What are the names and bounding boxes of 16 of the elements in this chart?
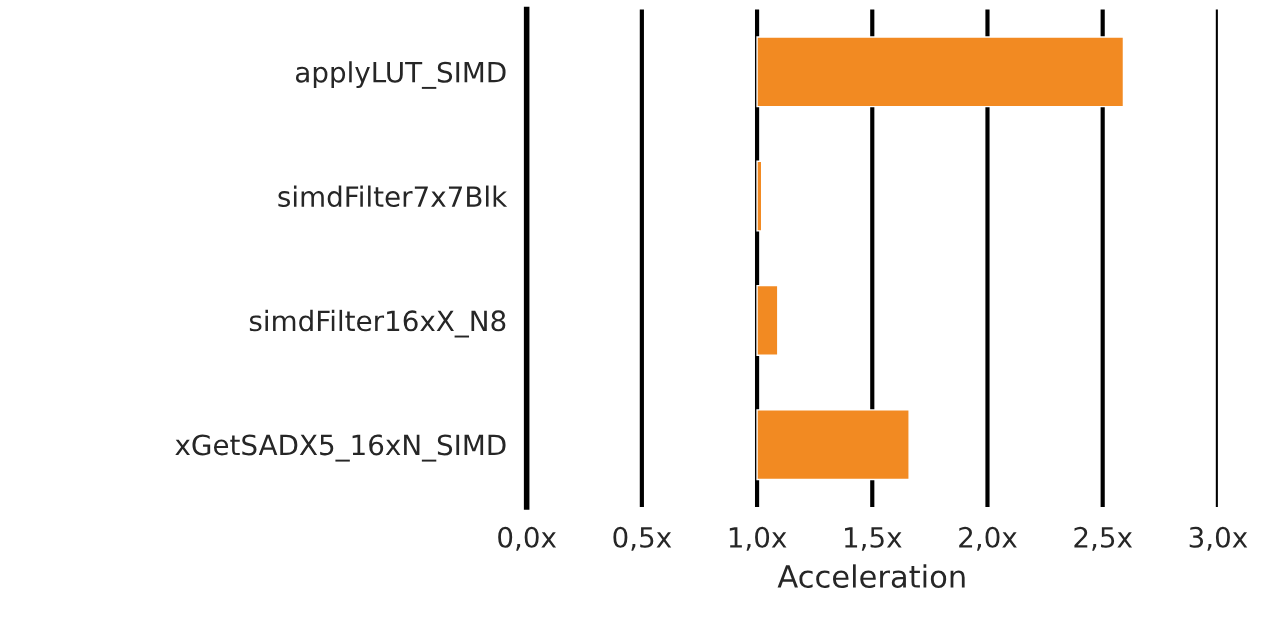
x-tick-label: 2,5x bbox=[1074, 526, 1133, 551]
y-tick-label: applyLUT_SIMD bbox=[295, 61, 506, 89]
bar bbox=[756, 284, 779, 356]
bar bbox=[756, 409, 910, 481]
x-tick-label: 0,5x bbox=[613, 526, 672, 551]
y-tick-label: simdFilter16xX_N8 bbox=[249, 309, 506, 338]
y-tick-label: simdFilter7x7Blk bbox=[278, 185, 508, 208]
x-axis-title: Acceleration bbox=[777, 564, 965, 588]
y-tick-label: xGetSADX5_16xN_SIMD bbox=[175, 434, 506, 462]
bar bbox=[756, 36, 1125, 108]
x-tick-label: 3,0x bbox=[1189, 526, 1248, 551]
bar bbox=[756, 160, 763, 232]
x-tick-label: 1,5x bbox=[845, 527, 902, 551]
x-tick-label: 1,0x bbox=[729, 526, 787, 551]
x-tick-label: 0,0x bbox=[498, 526, 557, 551]
x-tick-label: 2,0x bbox=[959, 526, 1017, 551]
